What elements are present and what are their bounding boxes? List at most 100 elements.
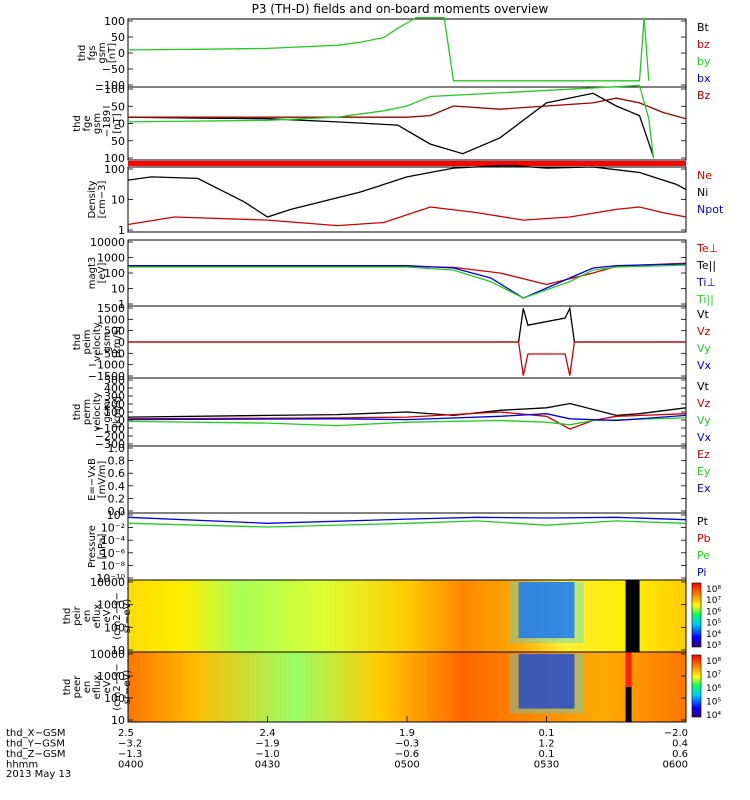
y-tick-label: 0: [118, 118, 125, 131]
separator-bar: [128, 161, 686, 166]
y-axis-label: magt3[eV]: [87, 257, 108, 290]
x-tick-value: 1.9: [399, 728, 415, 739]
panels-group: 100500−50−100thdfgsgsm[nT]Btbzbybx−100−5…: [62, 15, 724, 727]
x-row-label: thd_Z−GSM: [6, 749, 66, 760]
series-ni: [127, 165, 687, 218]
y-tick-label: 0: [118, 47, 125, 60]
y-axis-label: thdpeirenefluxeV(cm2−s−sr−eV): [62, 592, 133, 639]
legend-entry: Vz: [697, 397, 711, 410]
y-tick-label: 10: [111, 194, 125, 207]
y-axis-label: thdfgsgsm[nT]: [77, 42, 118, 63]
colorbar-tick-label: 10⁵: [706, 698, 721, 708]
x-row-label: thd_Y−GSM: [6, 739, 65, 750]
colorbar-tick-label: 10⁴: [706, 630, 721, 640]
colorbar-peer: [691, 654, 702, 718]
spectrogram-halo: [509, 654, 584, 714]
series-vt: [128, 306, 686, 343]
panel-frame: [127, 239, 687, 307]
legend-entry: bz: [697, 38, 710, 51]
series-vz: [128, 341, 686, 376]
data-gap-red: [625, 652, 632, 687]
panel-frame: [127, 18, 687, 88]
x-row-label: hhmm: [6, 760, 38, 771]
series-by-green: [127, 84, 655, 159]
y-tick-label: −300: [95, 438, 125, 451]
y-tick-label: 50: [111, 31, 125, 44]
panel-efield: 1.00.80.60.40.20.0E=−VxB[mV/m] Ez Ey Ex: [87, 442, 711, 518]
y-tick-label: 10⁻⁴: [101, 534, 126, 547]
y-tick-label: 100: [104, 163, 125, 176]
y-tick-label: 0.0: [108, 505, 126, 518]
colorbar-tick-label: 10⁸: [706, 585, 721, 595]
legend-entry: Pi: [697, 566, 706, 579]
y-tick-label: 0.2: [108, 492, 126, 505]
spectrogram-peir: [128, 580, 686, 652]
legend-entry: Vx: [697, 431, 712, 444]
y-axis-label: Pressure[nPa]: [87, 525, 108, 568]
chart-title: P3 (TH-D) fields and on-board moments ov…: [252, 2, 549, 16]
colorbar-tick-label: 10⁶: [706, 684, 721, 694]
x-tick-value: −1.3: [118, 749, 142, 760]
legend-entry: Vt: [697, 380, 710, 393]
legend-entry: Pb: [697, 532, 711, 545]
x-tick-value: 0400: [118, 760, 143, 771]
panel-fge: −100 −50 0 50 100 thdfgegsm−189[nT] Bz: [72, 83, 711, 165]
y-tick-label: 10⁻⁸: [101, 559, 126, 572]
y-tick-label: 0: [118, 414, 125, 427]
x-tick-value: 0.1: [539, 749, 555, 760]
series-bz: [128, 97, 687, 120]
spectrogram-core: [518, 582, 575, 639]
colorbar-tick-label: 10⁴: [706, 711, 721, 721]
y-tick-label: 1: [118, 224, 125, 237]
y-tick-label: 10000: [90, 236, 125, 249]
colorbar-peir: [691, 582, 702, 648]
x-tick-value: 0.4: [672, 739, 688, 750]
y-axis-label: Density[cm−3]: [87, 180, 108, 218]
data-gap: [625, 580, 640, 652]
legend-entry: Vt: [697, 308, 710, 321]
x-tick-value: −1.0: [255, 749, 279, 760]
legend-entry: Ez: [697, 448, 710, 461]
colorbar-tick-label: 10⁶: [706, 607, 721, 617]
y-tick-label: 0.4: [108, 480, 126, 493]
series-vt: [127, 402, 687, 418]
x-tick-value: 1.2: [539, 739, 555, 750]
y-tick-label: 100: [104, 152, 125, 165]
y-tick-label: −200: [95, 430, 125, 443]
x-tick-value: 2.5: [118, 728, 134, 739]
series-vz: [127, 411, 687, 430]
y-tick-label: −100: [95, 422, 125, 435]
series-ne: [127, 206, 687, 227]
legend-entry: bx: [697, 72, 711, 85]
y-tick-label: 50: [111, 135, 125, 148]
legend-entry: Bz: [697, 89, 711, 102]
y-tick-label: 0.6: [108, 467, 126, 480]
colorbar-tick-label: 10⁸: [706, 657, 721, 667]
y-tick-label: −100: [95, 79, 125, 92]
legend-entry: by: [697, 55, 711, 68]
x-tick-value: −2.0: [664, 728, 688, 739]
y-tick-label: 300: [104, 390, 125, 403]
series-vy: [127, 417, 687, 427]
y-tick-label: 400: [104, 382, 125, 395]
y-tick-label: 100: [104, 406, 125, 419]
legend-entry: Ti||: [696, 293, 714, 306]
y-axis-label: thdpeimvelocitygsm[km/s]: [72, 322, 123, 361]
x-tick-value: −1.9: [255, 739, 279, 750]
y-tick-label: 1000: [97, 313, 125, 326]
y-tick-label: 0.8: [108, 455, 126, 468]
y-tick-label: 100: [104, 692, 125, 705]
y-tick-label: 10⁻¹⁰: [96, 572, 125, 585]
y-tick-label: 500: [104, 374, 125, 387]
legend-entry: Ni: [697, 186, 708, 199]
panel-temp: 10000 1000 100 10 1 magt3[eV] Te⊥ Te|| Ti⊥ Ti||: [87, 236, 718, 311]
legend-entry: Vy: [697, 414, 711, 427]
legend-entry: Pe: [697, 549, 710, 562]
y-tick-label: −1500: [88, 370, 125, 383]
panel-peer: 10⁸ 10⁷ 10⁶ 10⁵ 10⁴ 10000 1000 100 10 thdpeerenef…: [62, 648, 721, 727]
y-tick-label: 0: [118, 336, 125, 349]
legend-entry: Ne: [697, 169, 712, 182]
